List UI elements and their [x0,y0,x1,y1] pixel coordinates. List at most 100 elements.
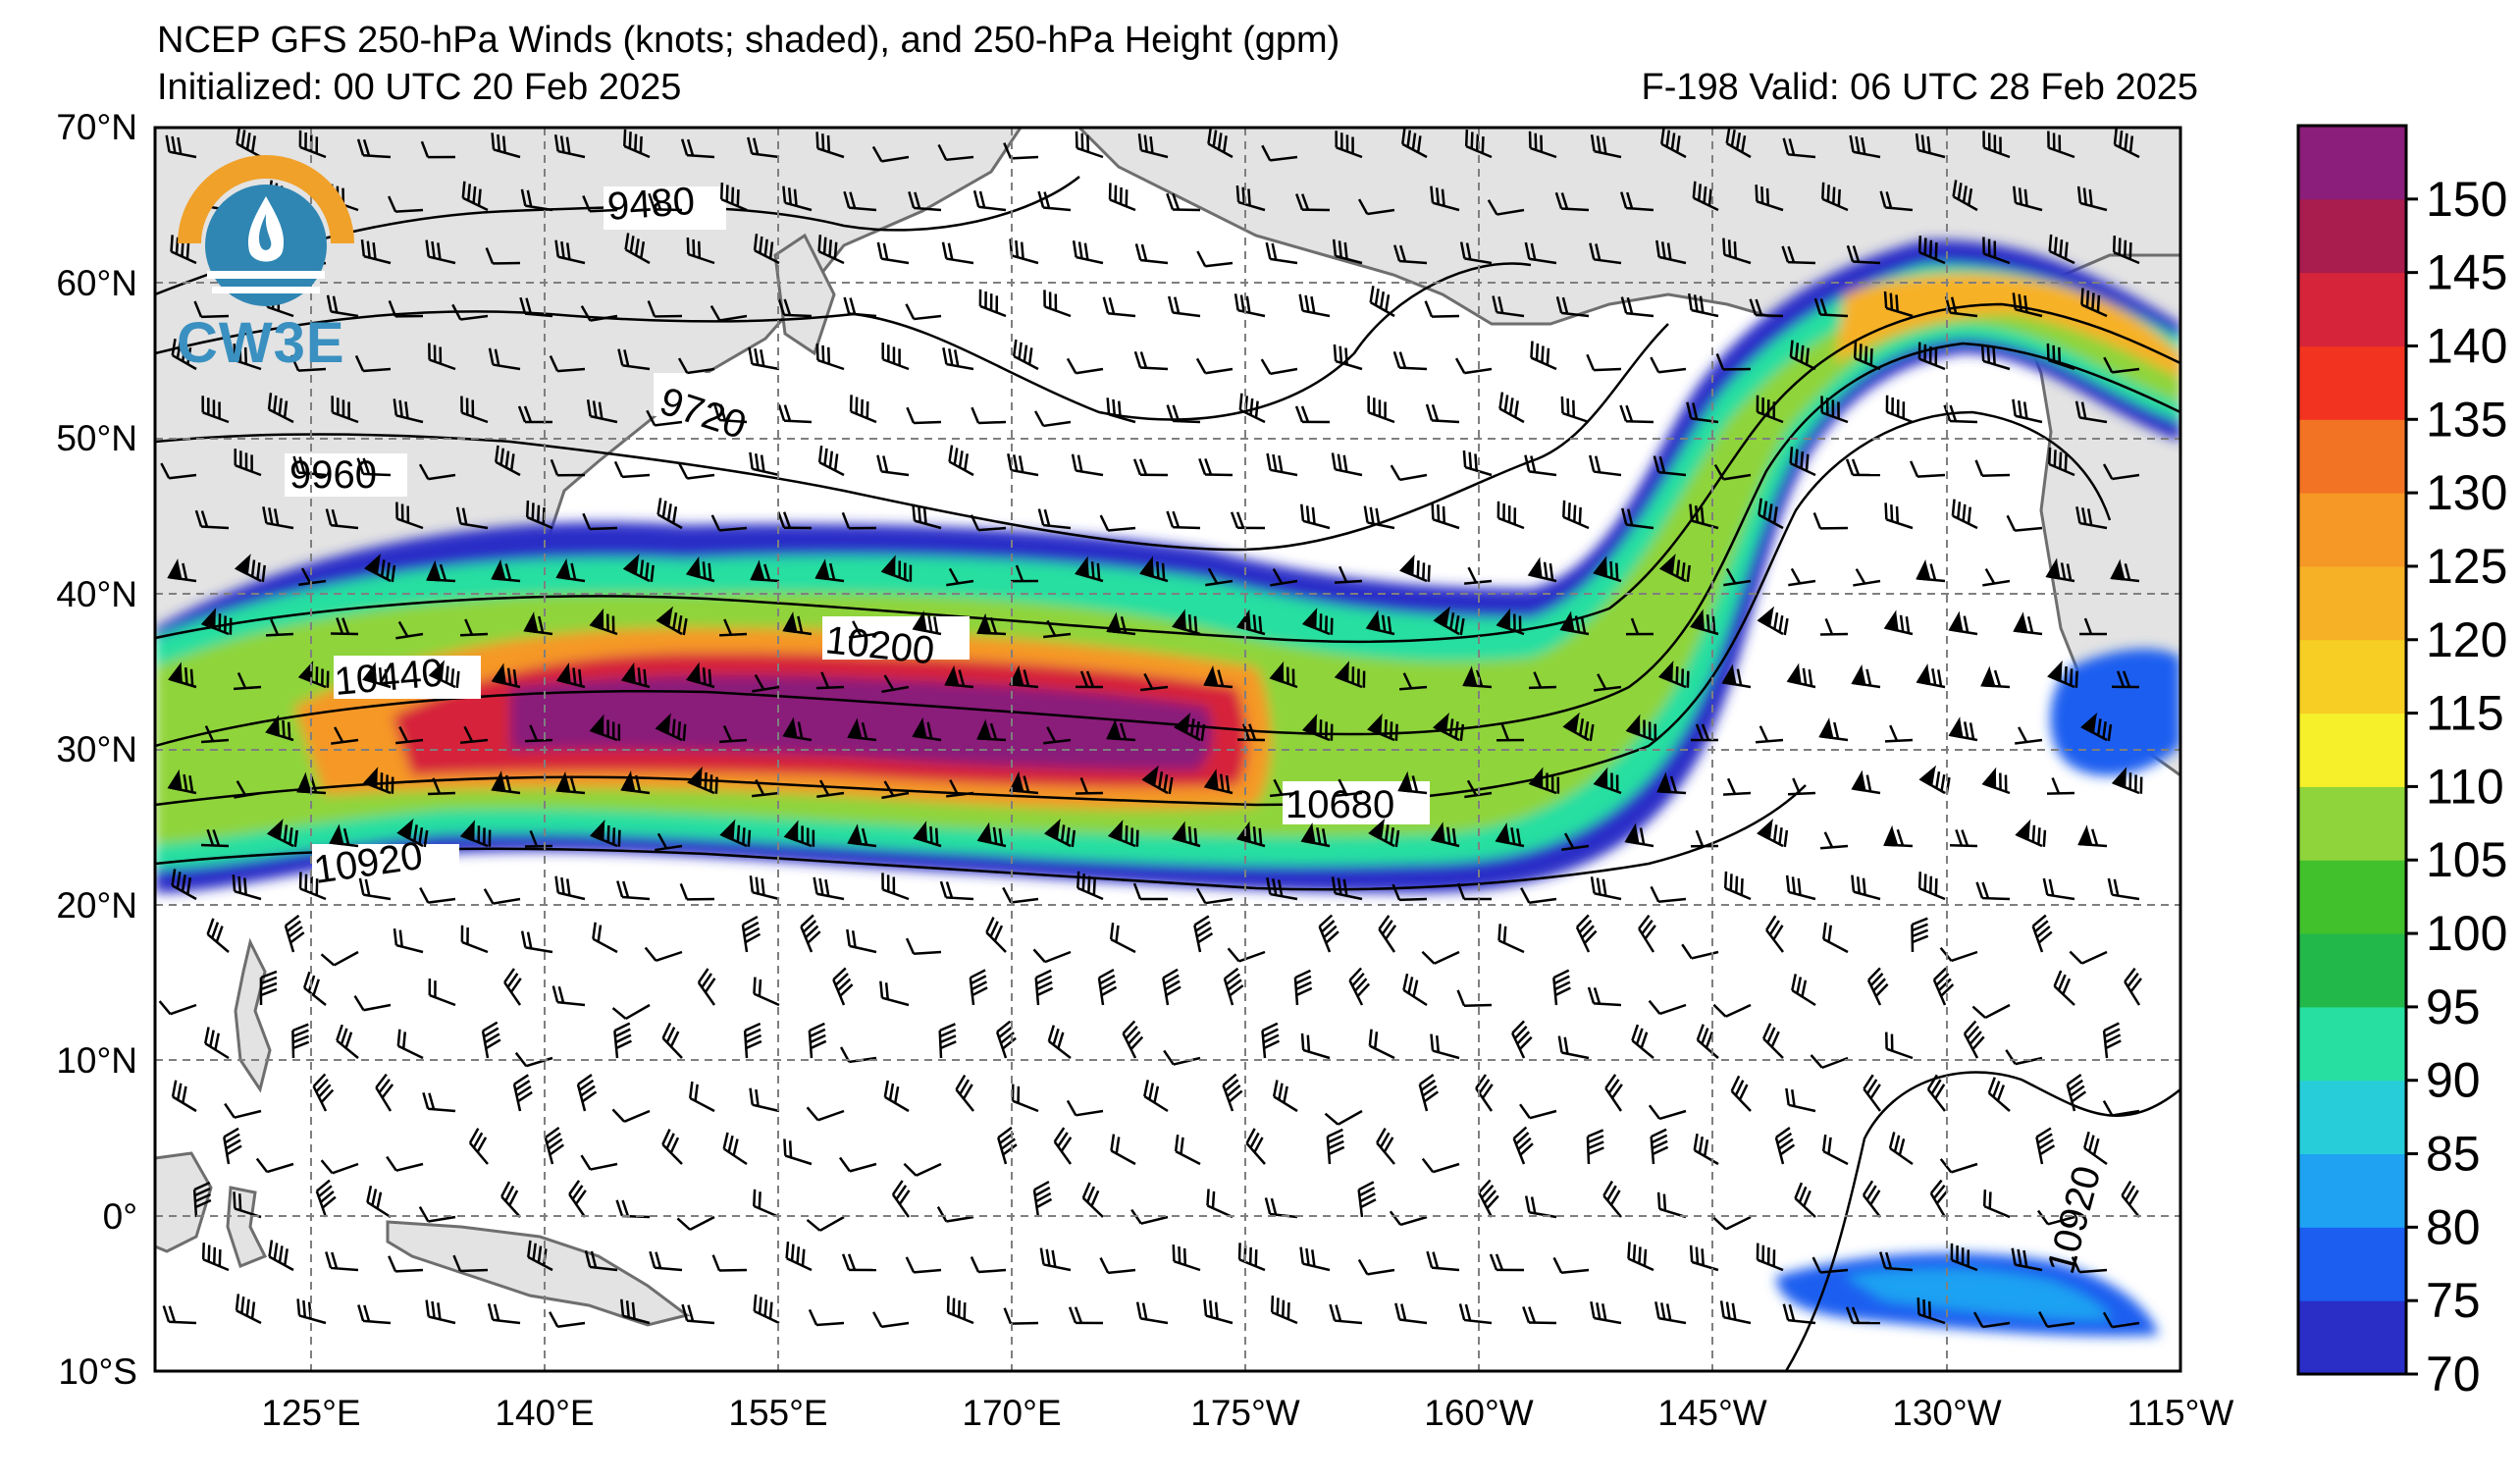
wind-barb [302,971,327,1006]
wind-barb [1376,1127,1395,1165]
wind-barb [460,396,489,424]
wind-barb [1009,664,1039,689]
wind-barb [1879,190,1914,212]
wind-barb [1782,1303,1816,1325]
wind-barb [1300,503,1331,530]
wind-barb [1464,130,1493,159]
wind-barb [1235,821,1266,848]
wind-barb [1982,131,2011,159]
wind-barb [1497,924,1525,954]
contour-label-bg [334,656,481,699]
colorbar-swatch [2298,1300,2406,1375]
wind-barb [1430,1033,1460,1060]
wind-barb [2103,356,2140,374]
wind-barb [1075,131,1104,159]
wind-barb [1295,193,1331,212]
wind-barb [841,1253,877,1272]
wind-barb [1071,453,1104,477]
wind-barb [946,1296,974,1325]
wind-barb [1593,767,1622,795]
wind-barb [1648,1104,1687,1121]
wind-barb [1334,565,1363,584]
wind-barb [1132,458,1169,477]
wind-barb [750,559,780,583]
wind-barb [1195,357,1234,375]
wind-barb [171,1080,197,1113]
wind-barb [2111,670,2140,689]
colorbar-label: 95 [2426,980,2481,1034]
wind-barb [2013,611,2043,636]
lon-label: 155°E [728,1393,827,1433]
wind-barb [1559,610,1590,636]
wind-barb [1757,606,1789,636]
cw3e-logo-mark [178,155,354,306]
wind-barb [913,821,942,848]
wind-barb [353,995,392,1012]
wind-barb [1492,295,1525,318]
wind-barb [722,1132,748,1166]
wind-barb [1653,455,1687,477]
wind-barb [1980,665,2011,689]
wind-barb [1298,293,1331,318]
wind-barb [1012,339,1039,371]
wind-barb [776,511,813,530]
colorbar-frame [2296,124,2408,1376]
wind-barb [1819,617,1849,636]
wind-barb [1950,1243,1978,1272]
wind-barb [1205,567,1234,587]
wind-barb [1650,1128,1669,1165]
logo-wave [212,287,320,293]
wind-barb [644,946,683,962]
wind-barb [648,192,683,212]
colorbar-swatch [2298,198,2406,274]
wind-barb [1010,564,1039,583]
wind-barb [1524,241,1557,265]
wind-barb [1456,989,1493,1007]
logo-drop-inner [258,214,272,250]
wind-barb [495,445,521,477]
wind-barb [1037,190,1072,212]
wind-barb [265,715,294,742]
wind-barb [524,829,553,848]
wind-barb [1594,673,1622,692]
wind-barb [1011,1084,1039,1113]
wind-barb [676,1215,715,1231]
wind-barb [1762,1023,1784,1059]
wind-barb [718,618,748,637]
wind-barb [1398,672,1428,691]
wind-barb [1081,1182,1104,1218]
colorbar-label: 130 [2426,465,2507,520]
wind-barb [200,725,230,744]
wind-barb [1299,1246,1331,1272]
wind-barb [582,512,618,531]
wind-barb [876,454,910,477]
wind-barb [1068,1306,1104,1325]
wind-barb [1794,1182,1816,1218]
wind-barb [1294,405,1331,424]
wind-barb [1820,396,1849,424]
wind-barb [325,1251,359,1272]
wind-barb [1552,1256,1590,1275]
wind-barb [1106,611,1136,636]
wind-barb [1786,662,1816,689]
wind-barb [1135,1301,1169,1325]
wind-barb [686,237,715,265]
wind-barb [2076,185,2108,212]
wind-barb [1948,716,1978,742]
wind-barb [813,876,845,901]
wind-barb [939,880,974,901]
wind-barb [1696,1024,1719,1059]
wind-barb [162,1305,197,1325]
wind-barb [459,820,492,848]
wind-barb [1207,128,1234,159]
wind-barb [395,502,424,530]
wind-barb [1851,769,1881,795]
wind-barb [1787,777,1816,796]
wind-barb [1369,286,1395,318]
wind-barb [1260,358,1298,376]
wind-barb [1586,1129,1604,1165]
wind-barb [1587,986,1622,1007]
wind-barb [1586,353,1622,372]
wind-barb [817,446,845,477]
wind-barbs [158,128,2143,1329]
